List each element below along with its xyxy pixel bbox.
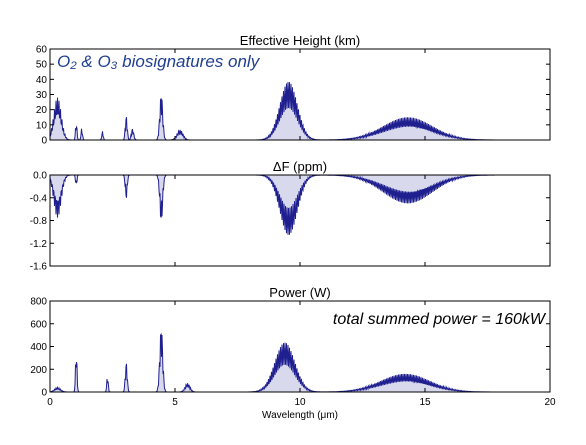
panel-1-annotation: O₂ & O₃ biosignatures only <box>57 52 261 71</box>
spectrum-fill <box>50 175 550 235</box>
panel-1-plot-area <box>49 81 550 141</box>
panel-2-x-ticks <box>49 175 551 266</box>
spectrum-line <box>49 81 550 141</box>
y-tick-label: 20 <box>36 105 48 116</box>
y-tick-label: 30 <box>36 90 48 101</box>
x-tick-label: 5 <box>172 397 178 408</box>
panel-3-x-ticks: 0 5 10 15 20 <box>47 301 556 408</box>
y-tick-label: 600 <box>30 319 47 330</box>
panel-3-y-ticks: 800 600 400 200 0 <box>30 297 550 399</box>
y-tick-label: 800 <box>30 297 47 308</box>
panel-2-y-ticks: 0.0 -0.4 -0.8 -1.2 -1.6 <box>30 171 550 273</box>
y-tick-label: -1.6 <box>30 262 48 273</box>
y-tick-label: 40 <box>36 75 48 86</box>
panel-delta-f: ΔF (ppm) 0.0 -0.4 -0.8 -1.2 -1.6 <box>30 159 551 273</box>
y-tick-label: -0.4 <box>30 193 48 204</box>
y-tick-label: -1.2 <box>30 239 48 250</box>
spectrum-fill <box>50 82 550 140</box>
spectrum-line <box>50 332 550 393</box>
x-tick-label: 0 <box>47 397 53 408</box>
panel-1-x-ticks <box>49 49 551 140</box>
y-tick-label: 50 <box>36 60 48 71</box>
y-tick-label: 0 <box>41 136 47 147</box>
x-tick-label: 10 <box>294 397 306 408</box>
panel-3-title: Power (W) <box>269 285 330 300</box>
panel-2-title: ΔF (ppm) <box>273 159 327 174</box>
panel-effective-height: Effective Height (km) 60 50 40 30 20 10 0 O₂ &… <box>36 33 551 147</box>
panel-power: Power (W) 800 600 400 200 0 0 5 10 15 20 total s… <box>30 285 556 421</box>
panel-1-y-ticks: 60 50 40 30 20 10 0 <box>36 45 550 147</box>
panel-3-plot-area <box>50 332 550 393</box>
y-tick-label: 0 <box>41 388 47 399</box>
panel-1-title: Effective Height (km) <box>240 33 360 48</box>
panel-3-annotation: total summed power = 160kW <box>333 311 547 328</box>
y-tick-label: 60 <box>36 45 48 56</box>
panel-2-plot-area <box>49 174 550 235</box>
x-tick-label: 15 <box>419 397 431 408</box>
x-axis-label: Wavelength (μm) <box>262 410 338 421</box>
x-tick-label: 20 <box>544 397 556 408</box>
y-tick-label: 200 <box>30 365 47 376</box>
y-tick-label: 400 <box>30 342 47 353</box>
y-tick-label: -0.8 <box>30 216 48 227</box>
y-tick-label: 0.0 <box>33 171 47 182</box>
y-tick-label: 10 <box>36 120 48 131</box>
